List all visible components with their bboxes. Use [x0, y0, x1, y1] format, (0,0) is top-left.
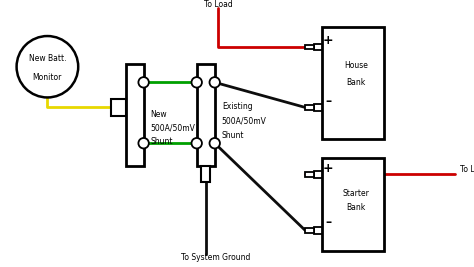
Ellipse shape: [138, 138, 149, 148]
Text: +: +: [323, 34, 333, 47]
Bar: [322, 27, 384, 139]
Text: New: New: [151, 110, 167, 119]
Text: Shunt: Shunt: [222, 131, 244, 140]
Text: 500A/50mV: 500A/50mV: [151, 124, 196, 132]
Text: –: –: [325, 217, 331, 229]
Bar: [305, 172, 314, 177]
Bar: [305, 45, 314, 49]
Bar: [314, 227, 322, 234]
Text: To System Ground: To System Ground: [181, 253, 250, 262]
Ellipse shape: [210, 77, 220, 88]
Text: Starter: Starter: [343, 189, 370, 198]
Text: Bank: Bank: [346, 203, 366, 213]
Text: +: +: [323, 162, 333, 175]
Ellipse shape: [191, 77, 202, 88]
Text: Monitor: Monitor: [33, 73, 62, 82]
Bar: [314, 171, 322, 178]
Text: Existing: Existing: [222, 102, 253, 111]
Bar: [305, 228, 314, 233]
Text: Bank: Bank: [346, 78, 366, 87]
Text: 500A/50mV: 500A/50mV: [222, 116, 267, 125]
Bar: [322, 158, 384, 251]
Text: –: –: [325, 95, 331, 108]
Bar: [305, 105, 314, 110]
Bar: [314, 104, 322, 111]
Ellipse shape: [191, 138, 202, 148]
Bar: [126, 64, 144, 166]
Ellipse shape: [210, 138, 220, 148]
Bar: [111, 99, 126, 116]
Bar: [201, 166, 210, 182]
Bar: [314, 44, 322, 50]
Bar: [197, 64, 215, 166]
Text: Shunt: Shunt: [151, 137, 173, 146]
Text: To Load: To Load: [204, 0, 232, 9]
Ellipse shape: [138, 77, 149, 88]
Ellipse shape: [17, 36, 78, 97]
Text: To Load: To Load: [460, 164, 474, 174]
Text: New Batt.: New Batt.: [28, 54, 66, 63]
Text: House: House: [344, 61, 368, 70]
